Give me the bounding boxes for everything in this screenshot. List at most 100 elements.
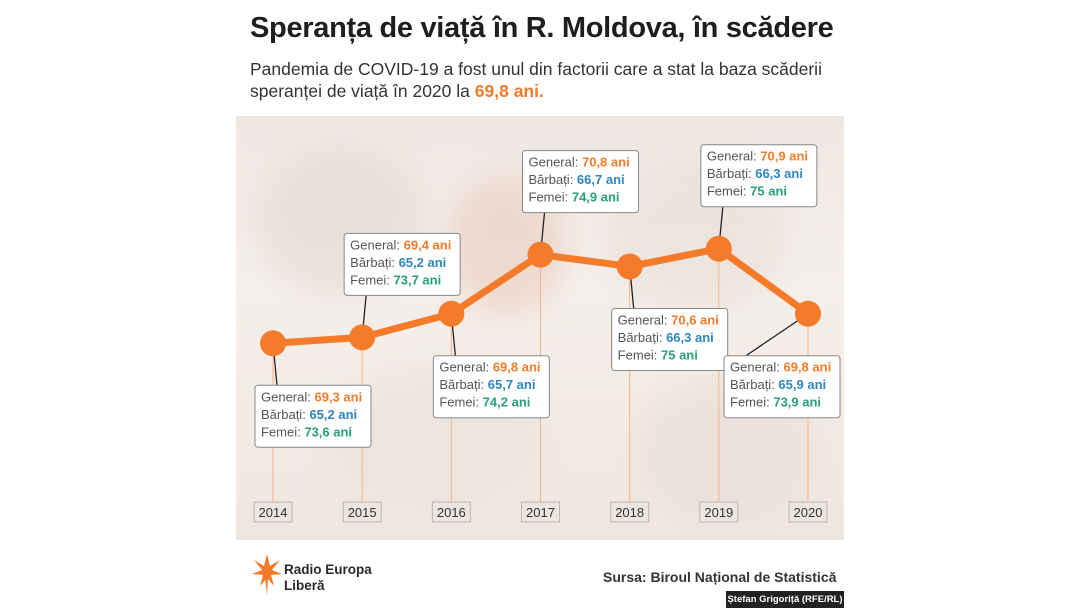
x-tick-2017: 2017 bbox=[521, 501, 560, 523]
general-label-row: General: 70,9 ani bbox=[707, 149, 808, 164]
men-label-row: Bărbați: 65,7 ani bbox=[439, 377, 535, 392]
general-label-value: 70,8 ani bbox=[582, 155, 630, 170]
men-label-key: Bărbați: bbox=[261, 407, 309, 422]
women-label-value: 73,6 ani bbox=[304, 424, 352, 439]
x-tick-label: 2018 bbox=[615, 505, 644, 520]
men-label-row: Bărbați: 65,2 ani bbox=[261, 407, 357, 422]
x-tick-2014: 2014 bbox=[253, 501, 293, 523]
subtitle-text: Pandemia de COVID-19 a fost unul din fac… bbox=[250, 59, 822, 101]
women-label-row: Femei: 74,2 ani bbox=[439, 395, 530, 410]
label-box bbox=[611, 307, 729, 371]
general-label-key: General: bbox=[350, 237, 403, 252]
x-tick-2019: 2019 bbox=[699, 501, 739, 523]
men-label-key: Bărbați: bbox=[529, 172, 577, 187]
x-tick-label: 2015 bbox=[348, 505, 377, 520]
x-tick-label: 2020 bbox=[794, 505, 823, 520]
general-label-value: 70,6 ani bbox=[671, 312, 719, 327]
women-label-key: Femei: bbox=[439, 395, 482, 410]
women-label-value: 75 ani bbox=[661, 347, 698, 362]
women-label-value: 73,9 ani bbox=[773, 395, 821, 410]
data-point-2017 bbox=[527, 241, 554, 268]
data-label-2020: General: 69,8 ani Bărbați: 65,9 ani Femei:… bbox=[723, 355, 841, 419]
women-label-row: Femei: 73,6 ani bbox=[261, 424, 352, 439]
x-tick-2016: 2016 bbox=[431, 501, 471, 523]
label-box bbox=[700, 144, 818, 208]
logo-line-2: Liberă bbox=[284, 578, 325, 593]
general-label-row: General: 69,8 ani bbox=[730, 360, 831, 375]
data-label-2015: General: 69,4 ani Bărbați: 65,2 ani Femei:… bbox=[343, 232, 461, 296]
data-point-2018 bbox=[616, 253, 643, 280]
women-label-key: Femei: bbox=[350, 272, 393, 287]
women-label-key: Femei: bbox=[730, 395, 773, 410]
x-tick-box bbox=[521, 501, 560, 523]
general-label-value: 69,4 ani bbox=[404, 237, 452, 252]
data-point-2016 bbox=[438, 300, 465, 327]
data-point-2014 bbox=[260, 330, 286, 357]
men-label-value: 65,9 ani bbox=[778, 377, 826, 392]
women-label-row: Femei: 74,9 ani bbox=[529, 190, 620, 205]
data-label-2017: General: 70,8 ani Bărbați: 66,7 ani Femei:… bbox=[522, 150, 639, 214]
women-label-value: 74,2 ani bbox=[483, 395, 531, 410]
rfe-logo-icon bbox=[252, 554, 282, 595]
women-label-row: Femei: 73,7 ani bbox=[350, 272, 441, 287]
data-label-2019: General: 70,9 ani Bărbați: 66,3 ani Femei:… bbox=[700, 144, 818, 208]
general-label-value: 69,8 ani bbox=[783, 360, 831, 375]
line-chart: General: 69,3 ani Bărbați: 65,2 ani Femei:… bbox=[253, 144, 841, 523]
men-label-key: Bărbați: bbox=[439, 377, 487, 392]
women-label-key: Femei: bbox=[529, 190, 572, 205]
women-label-key: Femei: bbox=[618, 347, 661, 362]
data-label-2014: General: 69,3 ani Bărbați: 65,2 ani Femei:… bbox=[254, 384, 372, 448]
men-label-value: 65,7 ani bbox=[488, 377, 536, 392]
page-title: Speranța de viață în R. Moldova, în scăd… bbox=[250, 12, 834, 44]
author-credit: Ștefan Grigoriță (RFE/RL) bbox=[726, 591, 844, 608]
general-label-value: 69,8 ani bbox=[493, 360, 541, 375]
men-label-row: Bărbați: 65,2 ani bbox=[350, 255, 446, 270]
subtitle-highlight: 69,8 ani. bbox=[474, 81, 544, 101]
men-label-row: Bărbați: 65,9 ani bbox=[730, 377, 826, 392]
x-tick-box bbox=[253, 501, 293, 523]
logo-line-1: Radio Europa bbox=[284, 562, 372, 577]
men-label-row: Bărbați: 66,3 ani bbox=[618, 330, 714, 345]
x-tick-label: 2017 bbox=[526, 505, 555, 520]
general-label-value: 69,3 ani bbox=[314, 389, 362, 404]
men-label-row: Bărbați: 66,3 ani bbox=[707, 166, 803, 181]
x-tick-2015: 2015 bbox=[342, 501, 382, 523]
label-box bbox=[522, 150, 639, 214]
women-label-row: Femei: 73,9 ani bbox=[730, 395, 821, 410]
x-axis-ticks: 2014 2015 2016 2017 2018 2019 2020 bbox=[253, 501, 828, 523]
general-label-row: General: 70,6 ani bbox=[618, 312, 719, 327]
x-tick-label: 2014 bbox=[259, 505, 288, 520]
label-box bbox=[723, 355, 841, 419]
general-label-key: General: bbox=[707, 149, 760, 164]
men-label-row: Bărbați: 66,7 ani bbox=[529, 172, 625, 187]
general-label-row: General: 69,4 ani bbox=[350, 237, 451, 252]
men-label-value: 65,2 ani bbox=[399, 255, 447, 270]
data-point-2015 bbox=[349, 324, 376, 351]
women-label-value: 73,7 ani bbox=[394, 272, 442, 287]
general-label-key: General: bbox=[439, 360, 492, 375]
x-tick-2018: 2018 bbox=[610, 501, 650, 523]
data-label-2016: General: 69,8 ani Bărbați: 65,7 ani Femei:… bbox=[432, 355, 550, 419]
rfe-logo: Radio Europa Liberă bbox=[252, 552, 412, 598]
x-tick-box bbox=[699, 501, 739, 523]
women-label-row: Femei: 75 ani bbox=[707, 184, 787, 199]
data-point-2020 bbox=[795, 300, 821, 327]
data-label-2018: General: 70,6 ani Bărbați: 66,3 ani Femei:… bbox=[611, 307, 729, 371]
men-label-value: 66,7 ani bbox=[577, 172, 625, 187]
data-point-2019 bbox=[705, 235, 732, 262]
label-box bbox=[432, 355, 550, 419]
men-label-value: 65,2 ani bbox=[309, 407, 357, 422]
general-label-key: General: bbox=[261, 389, 314, 404]
general-label-value: 70,9 ani bbox=[760, 149, 808, 164]
men-label-key: Bărbați: bbox=[350, 255, 398, 270]
general-label-key: General: bbox=[618, 312, 671, 327]
men-label-key: Bărbați: bbox=[707, 166, 755, 181]
general-label-key: General: bbox=[529, 155, 582, 170]
general-label-row: General: 69,3 ani bbox=[261, 389, 362, 404]
x-tick-box bbox=[342, 501, 382, 523]
women-label-value: 75 ani bbox=[750, 184, 787, 199]
general-label-key: General: bbox=[730, 360, 783, 375]
x-tick-box bbox=[610, 501, 650, 523]
subtitle: Pandemia de COVID-19 a fost unul din fac… bbox=[250, 58, 850, 102]
men-label-value: 66,3 ani bbox=[755, 166, 803, 181]
